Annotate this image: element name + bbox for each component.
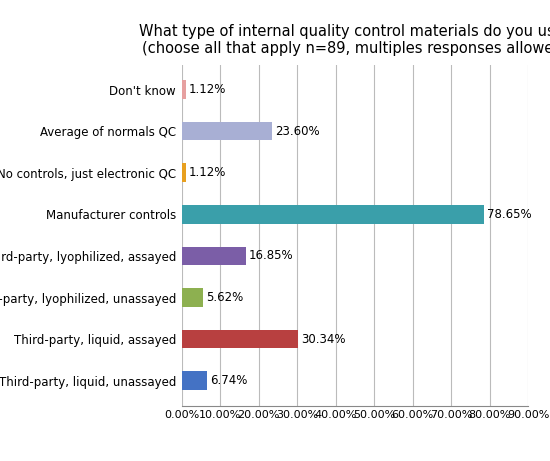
Text: 1.12%: 1.12% (189, 83, 226, 96)
Text: 1.12%: 1.12% (189, 166, 226, 179)
Bar (182, 330, 298, 349)
Bar (182, 80, 186, 99)
Bar (182, 247, 246, 265)
Text: 6.74%: 6.74% (210, 374, 248, 387)
Bar (182, 288, 203, 307)
Bar (182, 205, 485, 224)
Text: 5.62%: 5.62% (206, 291, 243, 304)
Text: 16.85%: 16.85% (249, 249, 294, 262)
Bar (182, 163, 186, 182)
Text: 30.34%: 30.34% (301, 333, 345, 346)
Bar (182, 372, 207, 390)
Title: What type of internal quality control materials do you use?
(choose all that app: What type of internal quality control ma… (139, 24, 550, 56)
Text: 78.65%: 78.65% (487, 208, 532, 221)
Bar (182, 122, 272, 141)
Text: 23.60%: 23.60% (275, 124, 320, 137)
